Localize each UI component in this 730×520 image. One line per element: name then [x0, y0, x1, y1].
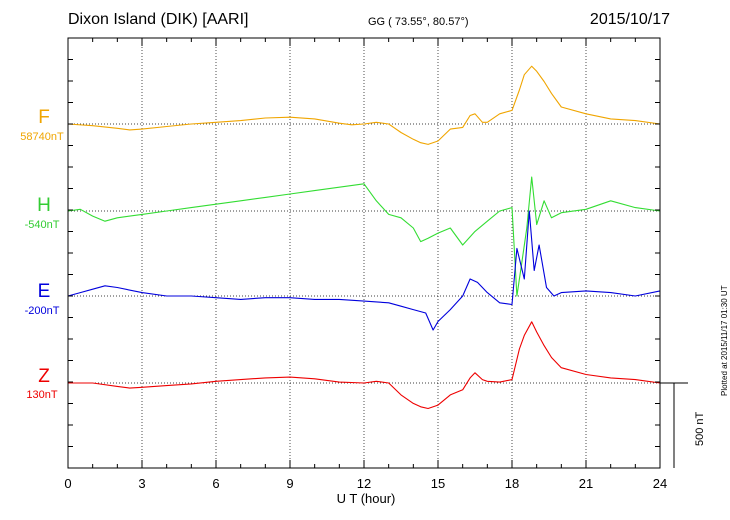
- x-tick-labels: 0 3 6 9 12 15 18 21 24: [64, 476, 667, 491]
- series-lines: [67, 65, 661, 410]
- series-name-z: Z: [38, 366, 50, 387]
- x-tick-label: 9: [286, 476, 293, 491]
- x-tick-label: 24: [653, 476, 667, 491]
- x-axis-label: U T (hour): [337, 491, 396, 506]
- series-name-h: H: [37, 195, 51, 216]
- scale-bar: [660, 382, 688, 468]
- series-name-f: F: [38, 107, 50, 128]
- geographic-coords: GG ( 73.55°, 80.57°): [368, 16, 469, 28]
- series-baseline-f: 58740nT: [20, 131, 64, 143]
- series-line-e: [67, 210, 661, 331]
- station-title: Dixon Island (DIK) [AARI]: [68, 11, 249, 28]
- plot-frame: [67, 37, 661, 469]
- x-tick-label: 18: [505, 476, 519, 491]
- x-tick-label: 6: [212, 476, 219, 491]
- scale-bar-label: 500 nT: [694, 411, 706, 446]
- series-line-f: [67, 65, 661, 145]
- series-baseline-e: -200nT: [24, 305, 60, 317]
- plotted-timestamp: Plotted at 2015/11/17 01:30 UT: [720, 285, 729, 396]
- x-tick-label: 3: [138, 476, 145, 491]
- series-line-z: [68, 321, 661, 410]
- grid-lines: [141, 38, 587, 468]
- x-tick-label: 12: [357, 476, 371, 491]
- x-tick-label: 15: [431, 476, 445, 491]
- series-baseline-z: 130nT: [26, 389, 58, 401]
- series-line-h: [67, 176, 661, 297]
- x-tick-label: 0: [64, 476, 71, 491]
- date-label: 2015/10/17: [589, 11, 670, 28]
- axis-ticks: [67, 38, 661, 468]
- series-name-e: E: [37, 281, 51, 302]
- series-baseline-h: -540nT: [24, 219, 60, 231]
- x-tick-label: 21: [579, 476, 593, 491]
